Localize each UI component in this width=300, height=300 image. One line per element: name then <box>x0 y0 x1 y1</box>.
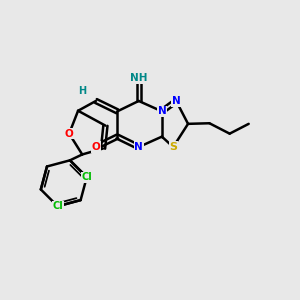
Text: N: N <box>158 106 166 116</box>
Text: H: H <box>78 85 86 96</box>
Text: Cl: Cl <box>81 172 92 182</box>
Text: Cl: Cl <box>52 201 63 211</box>
Text: N: N <box>134 142 143 152</box>
Text: O: O <box>92 142 100 152</box>
Text: NH: NH <box>130 73 148 83</box>
Text: N: N <box>172 96 181 106</box>
Text: O: O <box>65 129 74 139</box>
Text: S: S <box>169 142 177 152</box>
